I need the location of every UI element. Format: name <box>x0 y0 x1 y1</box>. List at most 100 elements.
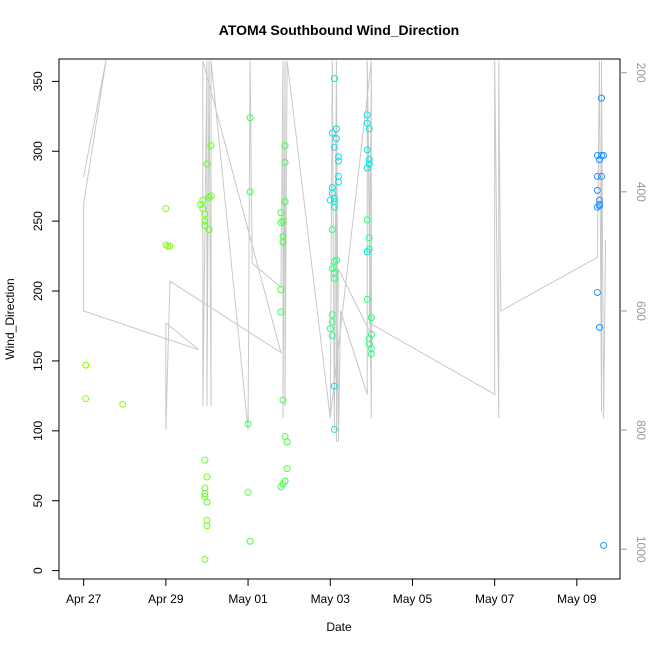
y-tick-label: 50 <box>31 494 45 508</box>
data-point <box>281 142 289 150</box>
data-point <box>279 238 287 246</box>
data-point <box>203 522 211 530</box>
y-axis: 0 50 100 150 200 250 300 350 <box>31 71 60 574</box>
data-point <box>119 400 127 408</box>
secondary-tick-label: 400 <box>634 182 648 202</box>
data-point <box>328 318 336 326</box>
data-point <box>205 193 213 201</box>
background-line-layer <box>83 58 607 443</box>
y-tick-label: 100 <box>31 420 45 440</box>
data-point <box>595 202 603 210</box>
data-point <box>365 234 373 242</box>
data-point <box>201 490 209 498</box>
data-point <box>328 265 336 273</box>
y-tick-label: 200 <box>31 281 45 301</box>
data-point <box>207 142 215 150</box>
data-point <box>197 200 205 208</box>
data-point <box>363 146 371 154</box>
data-point <box>363 248 371 256</box>
data-point <box>244 420 252 428</box>
data-point <box>166 242 174 250</box>
y-tick-label: 250 <box>31 211 45 231</box>
data-point <box>365 160 373 168</box>
data-point <box>330 195 338 203</box>
data-point <box>367 314 375 322</box>
data-point <box>330 258 338 266</box>
x-tick-label: May 05 <box>393 592 433 606</box>
data-point <box>277 219 285 227</box>
x-tick-label: Apr 27 <box>66 592 102 606</box>
data-point <box>365 156 373 164</box>
x-tick-label: May 03 <box>311 592 351 606</box>
scatter-points-layer <box>82 75 608 563</box>
data-point <box>334 178 342 186</box>
data-point <box>244 488 252 496</box>
x-axis: Apr 27 Apr 29 May 01 May 03 May 05 May 07 May … <box>66 578 597 606</box>
data-point <box>598 172 606 180</box>
data-point <box>246 188 254 196</box>
data-point <box>201 555 209 563</box>
data-point <box>203 498 211 506</box>
data-point <box>277 308 285 316</box>
data-point <box>246 537 254 545</box>
secondary-y-axis: 200 400 600 800 1000 <box>620 63 648 563</box>
data-point <box>277 286 285 294</box>
data-point <box>203 473 211 481</box>
data-point <box>201 210 209 218</box>
data-point <box>593 186 601 194</box>
data-point <box>82 395 90 403</box>
x-tick-label: Apr 29 <box>148 592 184 606</box>
x-axis-label: Date <box>326 620 352 634</box>
data-point <box>330 425 338 433</box>
background-series-line <box>83 58 607 443</box>
data-point <box>595 323 603 331</box>
data-point <box>363 295 371 303</box>
data-point <box>367 350 375 358</box>
data-point <box>279 217 287 225</box>
data-point <box>328 311 336 319</box>
data-point <box>330 203 338 211</box>
data-point <box>162 241 170 249</box>
secondary-tick-label: 800 <box>634 420 648 440</box>
data-point <box>205 226 213 234</box>
x-tick-label: May 07 <box>475 592 515 606</box>
data-point <box>332 135 340 143</box>
y-tick-label: 0 <box>31 567 45 574</box>
data-point <box>363 216 371 224</box>
data-point <box>330 274 338 282</box>
data-point <box>164 242 172 250</box>
data-point <box>334 157 342 165</box>
y-tick-label: 150 <box>31 351 45 371</box>
data-point <box>595 156 603 164</box>
data-point <box>203 160 211 168</box>
x-tick-label: May 01 <box>228 592 268 606</box>
data-point <box>332 125 340 133</box>
data-point <box>330 382 338 390</box>
data-point <box>326 196 334 204</box>
data-point <box>279 396 287 404</box>
secondary-tick-label: 600 <box>634 301 648 321</box>
data-point <box>201 217 209 225</box>
data-point <box>600 541 608 549</box>
y-tick-label: 300 <box>31 141 45 161</box>
data-point <box>593 288 601 296</box>
data-point <box>207 192 215 200</box>
data-point <box>363 111 371 119</box>
data-point <box>82 361 90 369</box>
data-point <box>283 438 291 446</box>
data-point <box>600 151 608 159</box>
data-point <box>201 456 209 464</box>
data-point <box>332 256 340 264</box>
plot-frame <box>58 58 621 580</box>
secondary-tick-label: 200 <box>634 63 648 83</box>
data-point <box>281 198 289 206</box>
secondary-tick-label: 1000 <box>634 536 648 563</box>
data-point <box>328 332 336 340</box>
data-point <box>281 158 289 166</box>
data-point <box>199 196 207 204</box>
data-point <box>365 340 373 348</box>
data-point <box>246 114 254 122</box>
data-point <box>277 483 285 491</box>
y-tick-label: 350 <box>31 71 45 91</box>
